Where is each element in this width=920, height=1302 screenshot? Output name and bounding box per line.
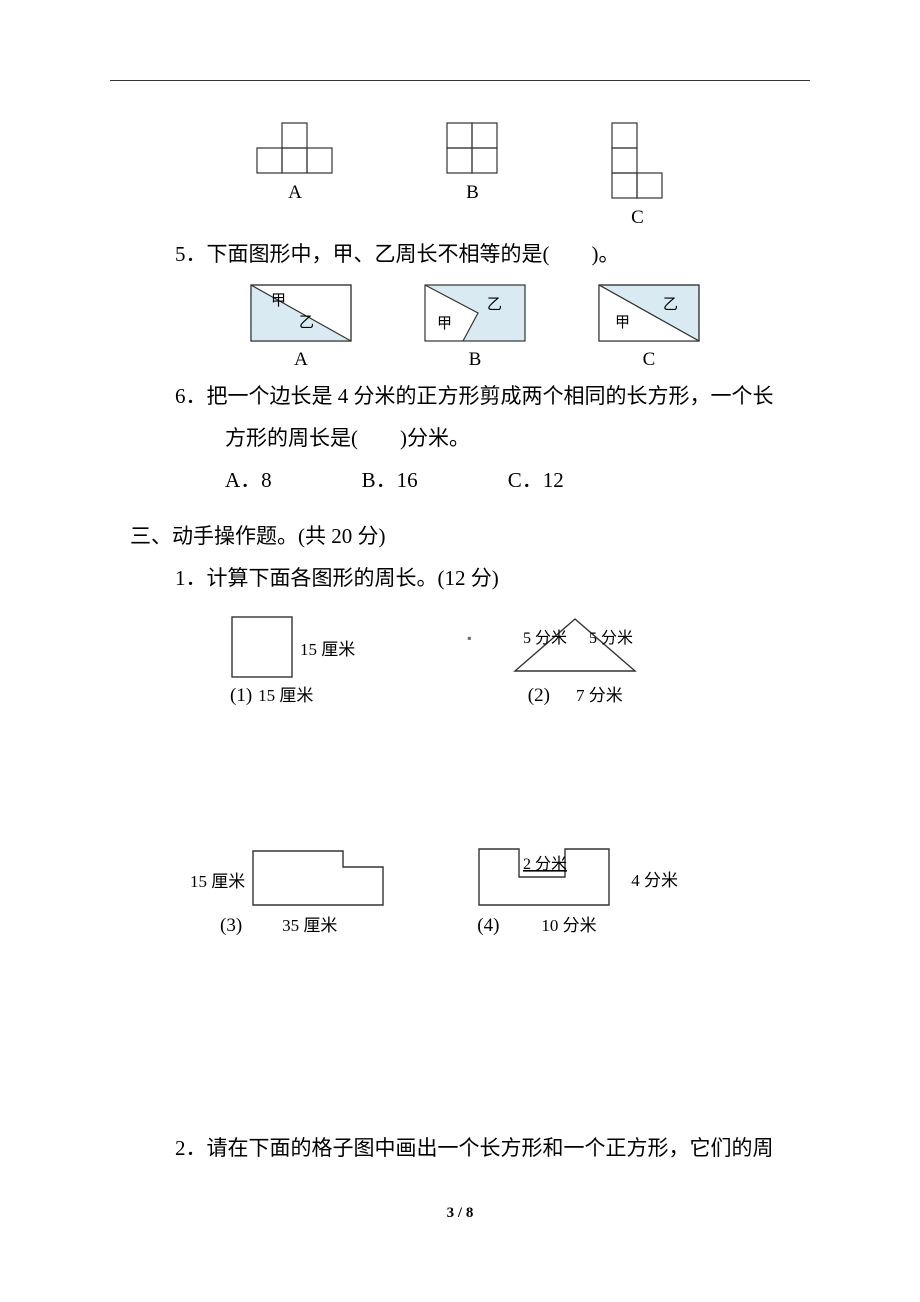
fig2-right: 5 分米 [589,629,633,647]
sec3-q1-fig2: ▪ 5 分米 5 分米 (2) 7 分米 [495,613,655,707]
q5-label-c: C [643,349,656,371]
q5-fig-a: 甲 乙 A [249,283,353,371]
q5a-yi: 乙 [299,315,314,331]
q5c-yi: 乙 [663,297,678,313]
sec3-q1-row2: 15 厘米 (3) 35 厘米 2 分米 4 分米 [190,847,810,937]
fig2-left: 5 分米 [523,629,567,647]
q6-choice-b: B．16 [362,459,418,501]
fig2-triangle: 5 分米 5 分米 [495,613,655,681]
q4-shape-a [255,121,335,176]
q5-text-suffix: )。 [592,242,620,266]
fig2-base: 7 分米 [576,681,623,706]
sec3-q1-fig1: 15 厘米 (1) 15 厘米 [230,613,355,707]
fig1-num: (1) [230,685,252,707]
center-dot: ▪ [467,631,471,646]
q4-label-a: A [288,182,302,204]
q5-figures: 甲 乙 A 甲 乙 B [140,283,810,371]
sec3-q1-fig4: 2 分米 4 分米 (4) 10 分米 [477,847,678,937]
q5-fig-b: 甲 乙 B [423,283,527,371]
q5: 5．下面图形中，甲、乙周长不相等的是( )。 [110,233,810,275]
sec3-q2-text: 2．请在下面的格子图中画出一个长方形和一个正方形，它们的周 [175,1127,810,1169]
q4-shape-c [610,121,665,201]
fig4-shape: 2 分米 [477,847,627,909]
q6-choice-c: C．12 [508,459,564,501]
q5a-jia: 甲 [271,293,286,309]
fig4-base: 10 分米 [541,911,596,936]
q6-cont: 方形的周长是( )分米。 A．8 B．16 C．12 [110,417,810,501]
q6-choice-a: A．8 [225,459,272,501]
q6-line1: 6．把一个边长是 4 分米的正方形剪成两个相同的长方形，一个长 [175,375,810,417]
q4-fig-a: A [255,121,335,229]
top-rule [110,80,810,81]
fig3-height: 15 厘米 [190,867,245,892]
q5-text: 5．下面图形中，甲、乙周长不相等的是( )。 [175,233,810,275]
q4-shape-b [445,121,500,176]
fig3-base: 35 厘米 [282,911,337,936]
fig4-right: 4 分米 [631,866,678,891]
q6-choices: A．8 B．16 C．12 [225,459,810,501]
page-number: 3 / 8 [0,1205,920,1222]
q5-text-prefix: 5．下面图形中，甲、乙周长不相等的是( [175,242,550,266]
fig1-side: 15 厘米 [300,635,355,660]
fig4-top: 2 分米 [523,855,567,873]
q4-label-c: C [631,207,644,229]
sec3-q1-text: 1．计算下面各图形的周长。(12 分) [175,557,810,599]
q6-line2: 方形的周长是( )分米。 [225,417,810,459]
q5-shape-a: 甲 乙 [249,283,353,343]
fig4-num: (4) [477,915,499,937]
sec3-title: 三、动手操作题。(共 20 分) [130,515,810,557]
q5b-jia: 甲 [437,316,452,332]
q4-label-b: B [466,182,479,204]
q4-fig-b: B [445,121,500,229]
q5c-jia: 甲 [615,315,630,331]
q4-figures: A B C [110,121,810,229]
q5b-yi: 乙 [487,297,502,313]
fig3-num: (3) [220,915,242,937]
sec3-q2: 2．请在下面的格子图中画出一个长方形和一个正方形，它们的周 [110,1127,810,1169]
sec3-q1: 1．计算下面各图形的周长。(12 分) [110,557,810,599]
q5-label-b: B [469,349,482,371]
sec3-q1-fig3: 15 厘米 (3) 35 厘米 [190,847,387,937]
section-3: 三、动手操作题。(共 20 分) [110,515,810,557]
sec3-q1-row1: 15 厘米 (1) 15 厘米 ▪ 5 分米 5 分米 (2) 7 分米 [230,613,810,707]
fig3-shape [251,849,387,909]
q5-shape-b: 甲 乙 [423,283,527,343]
q5-shape-c: 甲 乙 [597,283,701,343]
fig2-num: (2) [528,685,550,707]
fig1-square [230,615,294,679]
q4-fig-c: C [610,121,665,229]
fig1-bottom: 15 厘米 [258,681,313,706]
q6: 6．把一个边长是 4 分米的正方形剪成两个相同的长方形，一个长 [110,375,810,417]
q5-fig-c: 甲 乙 C [597,283,701,371]
q5-label-a: A [294,349,308,371]
